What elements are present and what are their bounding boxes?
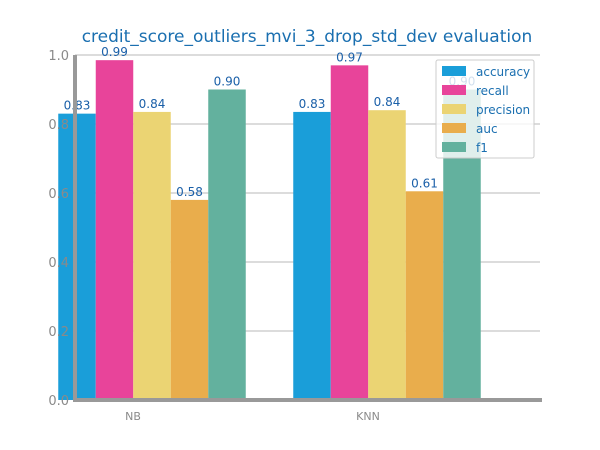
legend-swatch-precision	[442, 104, 466, 114]
legend: accuracy recall precision auc f1	[435, 59, 535, 159]
axes: 0.0 0.2 0.4 0.6 0.8 1.0 NB KNN	[48, 49, 542, 423]
y-tick-label: 0.2	[48, 325, 69, 340]
legend-label-recall: recall	[476, 84, 509, 98]
x-tick-label: KNN	[356, 410, 380, 423]
y-tick-label: 0.6	[48, 187, 69, 202]
y-tick-label: 0.8	[48, 118, 69, 133]
data-label: 0.84	[139, 97, 166, 111]
legend-label-accuracy: accuracy	[476, 65, 530, 79]
x-tick-label: NB	[125, 410, 141, 423]
bar-recall	[95, 60, 134, 401]
chart-title: credit_score_outliers_mvi_3_drop_std_dev…	[82, 27, 533, 47]
bar-accuracy	[293, 111, 331, 401]
legend-label-precision: precision	[476, 103, 530, 117]
legend-label-f1: f1	[476, 141, 488, 155]
bar-auc	[405, 191, 444, 400]
bars: 0.830.990.840.580.900.830.970.840.610.90	[58, 45, 481, 401]
legend-swatch-auc	[442, 123, 466, 133]
data-label: 0.61	[411, 176, 438, 190]
data-label: 0.84	[374, 95, 401, 109]
legend-swatch-accuracy	[442, 66, 466, 76]
data-label: 0.58	[176, 185, 203, 199]
bar-recall	[330, 65, 369, 400]
y-tick-label: 0.4	[48, 256, 69, 271]
legend-label-auc: auc	[476, 122, 498, 136]
data-label: 0.90	[214, 75, 241, 89]
data-label: 0.83	[299, 97, 326, 111]
bar-precision	[133, 111, 171, 401]
legend-swatch-f1	[442, 142, 466, 152]
bar-precision	[368, 110, 406, 400]
data-label: 0.99	[101, 45, 128, 59]
legend-box	[435, 59, 535, 159]
data-label: 0.97	[336, 50, 363, 64]
legend-swatch-recall	[442, 85, 466, 95]
y-tick-label: 1.0	[48, 49, 69, 64]
y-tick-label: 0.0	[48, 394, 69, 409]
bar-f1	[208, 89, 246, 400]
bar-auc	[170, 199, 209, 400]
